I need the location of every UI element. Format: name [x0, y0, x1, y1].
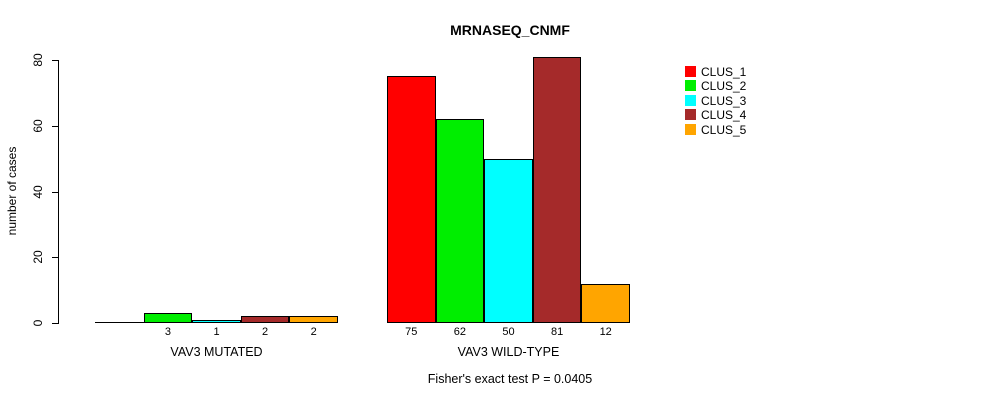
- y-tick-mark: [52, 125, 58, 127]
- bar-clus_2: [143, 313, 193, 323]
- bar-clus_2: [435, 119, 485, 323]
- legend-label: CLUS_2: [701, 79, 747, 94]
- legend-swatch-clus_3: [685, 94, 696, 106]
- y-tick-mark: [52, 257, 58, 259]
- bar-clus_3: [192, 319, 241, 323]
- legend-swatch-clus_1: [685, 66, 696, 77]
- legend-label: CLUS_5: [701, 122, 747, 137]
- y-tick-label: 80: [31, 53, 45, 67]
- bar-clus_4: [240, 316, 290, 323]
- chart-title: MRNASEQ_CNMF: [450, 22, 570, 38]
- footnote: Fisher's exact test P = 0.0405: [427, 372, 593, 386]
- bar-clus_4: [532, 56, 582, 323]
- bar-value-label: 1: [213, 326, 220, 338]
- legend-label: CLUS_4: [701, 108, 747, 123]
- bar-value-label: 2: [262, 326, 269, 338]
- group-label: VAV3 MUTATED: [170, 345, 263, 359]
- bar-clus_1: [95, 322, 144, 323]
- legend-swatch-clus_5: [685, 123, 696, 135]
- bar-clus_1: [387, 76, 436, 323]
- y-tick-label: 40: [31, 184, 45, 199]
- y-axis: [58, 60, 59, 324]
- bar-value-label: 62: [453, 326, 467, 338]
- y-axis-label: number of cases: [5, 146, 19, 236]
- bar-value-label: 50: [502, 326, 515, 338]
- y-tick-label: 20: [31, 250, 45, 264]
- legend-swatch-clus_4: [685, 109, 696, 121]
- bar-value-label: 12: [599, 326, 612, 338]
- bar-value-label: 3: [164, 326, 171, 338]
- y-tick-mark: [52, 191, 58, 193]
- y-tick-label: 60: [31, 119, 45, 133]
- bar-value-label: 81: [550, 326, 564, 338]
- legend-label: CLUS_3: [701, 93, 747, 108]
- legend-label: CLUS_1: [701, 65, 747, 79]
- y-tick-mark: [52, 60, 58, 61]
- bar-clus_3: [484, 158, 533, 323]
- legend-swatch-clus_2: [685, 80, 696, 92]
- bar-value-label: 75: [405, 326, 418, 338]
- bar-value-label: 2: [310, 326, 317, 338]
- y-tick-mark: [52, 323, 58, 324]
- y-tick-label: 0: [31, 319, 45, 327]
- bar-clus_5: [289, 316, 338, 323]
- group-label: VAV3 WILD-TYPE: [457, 345, 560, 359]
- bar-clus_5: [581, 283, 630, 323]
